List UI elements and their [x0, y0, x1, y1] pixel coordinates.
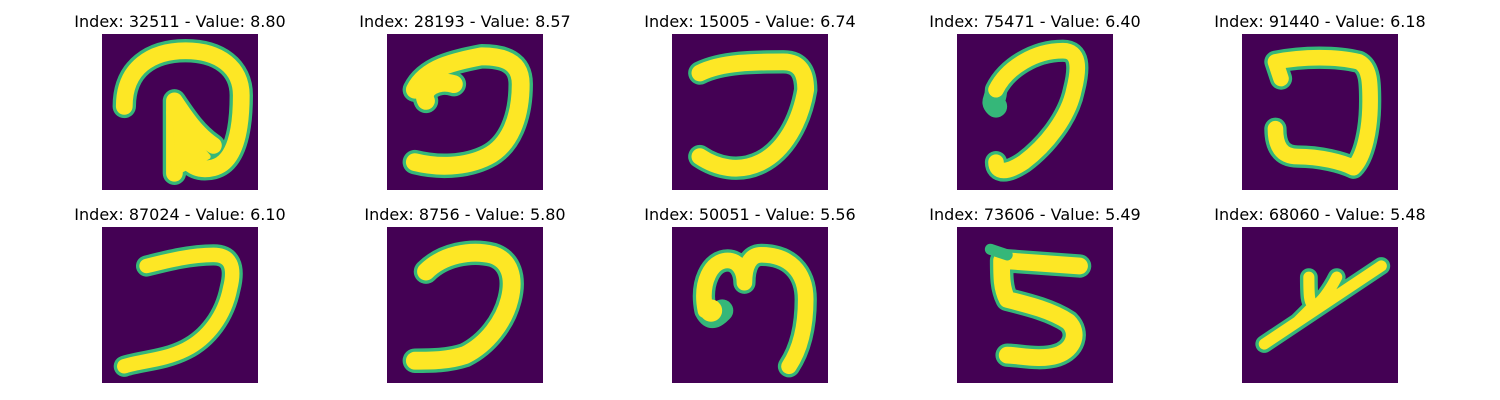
panel-title: Index: 32511 - Value: 8.80 — [74, 12, 286, 31]
digit-image — [672, 34, 828, 190]
panel-title: Index: 91440 - Value: 6.18 — [1214, 12, 1426, 31]
panel-title: Index: 87024 - Value: 6.10 — [74, 205, 286, 224]
digit-drawing-2 — [688, 50, 818, 180]
panel-title: Index: 75471 - Value: 6.40 — [929, 12, 1141, 31]
panel-title: Index: 15005 - Value: 6.74 — [644, 12, 856, 31]
digit-drawing-9 — [1255, 257, 1391, 353]
panel-0: Index: 32511 - Value: 8.80 — [50, 12, 310, 202]
panel-7: Index: 50051 - Value: 5.56 — [620, 205, 880, 395]
digit-drawing-7 — [692, 243, 817, 378]
digit-drawing-1 — [402, 44, 533, 179]
digit-image — [672, 227, 828, 383]
panel-4: Index: 91440 - Value: 6.18 — [1190, 12, 1450, 202]
digit-image — [957, 227, 1113, 383]
panel-5: Index: 87024 - Value: 6.10 — [50, 205, 310, 395]
digit-image — [1242, 227, 1398, 383]
panel-3: Index: 75471 - Value: 6.40 — [905, 12, 1165, 202]
digit-image — [387, 34, 543, 190]
digit-image — [102, 227, 258, 383]
panel-6: Index: 8756 - Value: 5.80 — [335, 205, 595, 395]
panel-title: Index: 50051 - Value: 5.56 — [644, 205, 856, 224]
digit-drawing-5 — [113, 244, 243, 377]
digit-drawing-0 — [112, 39, 253, 185]
digit-image — [1242, 34, 1398, 190]
digit-image — [957, 34, 1113, 190]
digit-drawing-8 — [984, 243, 1092, 370]
panel-9: Index: 68060 - Value: 5.48 — [1190, 205, 1450, 395]
panel-title: Index: 68060 - Value: 5.48 — [1214, 205, 1426, 224]
digit-drawing-3 — [982, 39, 1089, 182]
panel-title: Index: 73606 - Value: 5.49 — [929, 205, 1141, 224]
panel-1: Index: 28193 - Value: 8.57 — [335, 12, 595, 202]
digit-drawing-6 — [402, 240, 524, 373]
panel-2: Index: 15005 - Value: 6.74 — [620, 12, 880, 202]
digit-image — [102, 34, 258, 190]
panel-title: Index: 8756 - Value: 5.80 — [364, 205, 566, 224]
digit-image — [387, 227, 543, 383]
panel-title: Index: 28193 - Value: 8.57 — [359, 12, 571, 31]
panel-8: Index: 73606 - Value: 5.49 — [905, 205, 1165, 395]
digit-drawing-4 — [1264, 46, 1382, 179]
